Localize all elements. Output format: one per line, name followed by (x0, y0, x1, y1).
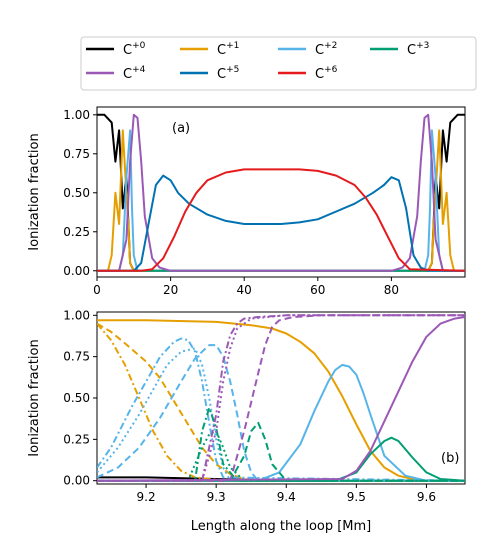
panel-b-series-line (97, 316, 465, 482)
panel-b-xtick-label: 9.2 (137, 490, 156, 504)
panel-b-ytick-label: 0.75 (63, 350, 90, 364)
panel-b-series-line (97, 322, 465, 482)
panel-a-ytick-label: 0.25 (63, 225, 90, 239)
panel-a-series-line (97, 113, 465, 272)
panel-b-xtick-label: 9.4 (277, 490, 296, 504)
panel-a-ticks: 0 20 40 60 80 0.00 0.25 0.50 0.75 1.00 (63, 108, 399, 297)
panel-b-ytick-label: 0.00 (63, 474, 90, 488)
panel-b-xlabel: Length along the loop [Mm] (191, 519, 372, 534)
panel-a-xtick-label: 80 (384, 283, 399, 297)
panel-a-ytick-label: 0.50 (63, 186, 90, 200)
legend-charge: +2 (324, 41, 337, 51)
legend-charge: +1 (226, 41, 239, 51)
panel-b-ytick-label: 0.25 (63, 432, 90, 446)
panel-b-series-line (97, 347, 465, 482)
panel-a-xtick-label: 0 (93, 283, 101, 297)
legend-charge: +3 (416, 41, 429, 51)
panel-b: 9.2 9.3 9.4 9.5 9.60.000.250.500.751.00 (b) … (27, 308, 466, 534)
panel-b-series-line (97, 421, 465, 482)
panel-b-xtick-label: 9.6 (417, 490, 436, 504)
panel-a-series-line (97, 174, 465, 272)
panel-b-series-line (97, 344, 465, 482)
panel-b-series-line (97, 406, 465, 482)
panel-b-series-line (97, 319, 465, 482)
panel-a-frame (96, 106, 466, 278)
panel-a-series-line (97, 168, 465, 272)
panel-a-series (97, 113, 465, 272)
panel-b-xtick-label: 9.5 (347, 490, 366, 504)
panel-a-ytick-label: 0.75 (63, 147, 90, 161)
legend-charge: +5 (226, 65, 239, 75)
panel-b-ytick-label: 1.00 (63, 308, 90, 322)
legend-charge: +0 (132, 41, 146, 51)
panel-b-ytick-label: 0.50 (63, 391, 90, 405)
panel-b-series-line (97, 314, 465, 482)
panel-a-ytick-label: 0.00 (63, 264, 90, 278)
panel-a-series-line (97, 113, 465, 272)
panel-a-xtick-label: 20 (163, 283, 178, 297)
panel-a-xtick-label: 60 (310, 283, 325, 297)
panel-a-ylabel: Ionization fraction (27, 133, 42, 250)
panel-b-ylabel: Ionization fraction (27, 339, 42, 456)
panel-b-series-line (97, 337, 465, 482)
legend-charge: +6 (324, 65, 338, 75)
legend: C+0 C+1 C+2 C+3C+4 C+5 C+6 (80, 36, 477, 91)
legend-charge: +4 (132, 65, 146, 75)
panel-b-xtick-label: 9.3 (207, 490, 226, 504)
panel-b-series-line (97, 363, 465, 482)
panel-b-ticks: 9.2 9.3 9.4 9.5 9.6 0.00 0.25 0.50 0.75 1.00 (63, 308, 436, 504)
panel-b-series-line (97, 430, 465, 482)
panel-a-ytick-label: 1.00 (63, 108, 90, 122)
panel-a-xtick-label: 40 (237, 283, 252, 297)
panel-a-label: (a) (172, 121, 190, 136)
panel-b-series-line (97, 322, 465, 482)
panel-b-series (97, 314, 465, 482)
panel-a: 0 20 40 60 80 0.00 0.25 0.50 0.75 1.00 (a) Ioniza… (27, 106, 466, 297)
panel-b-frame (96, 311, 466, 485)
panel-b-label: (b) (441, 451, 459, 466)
